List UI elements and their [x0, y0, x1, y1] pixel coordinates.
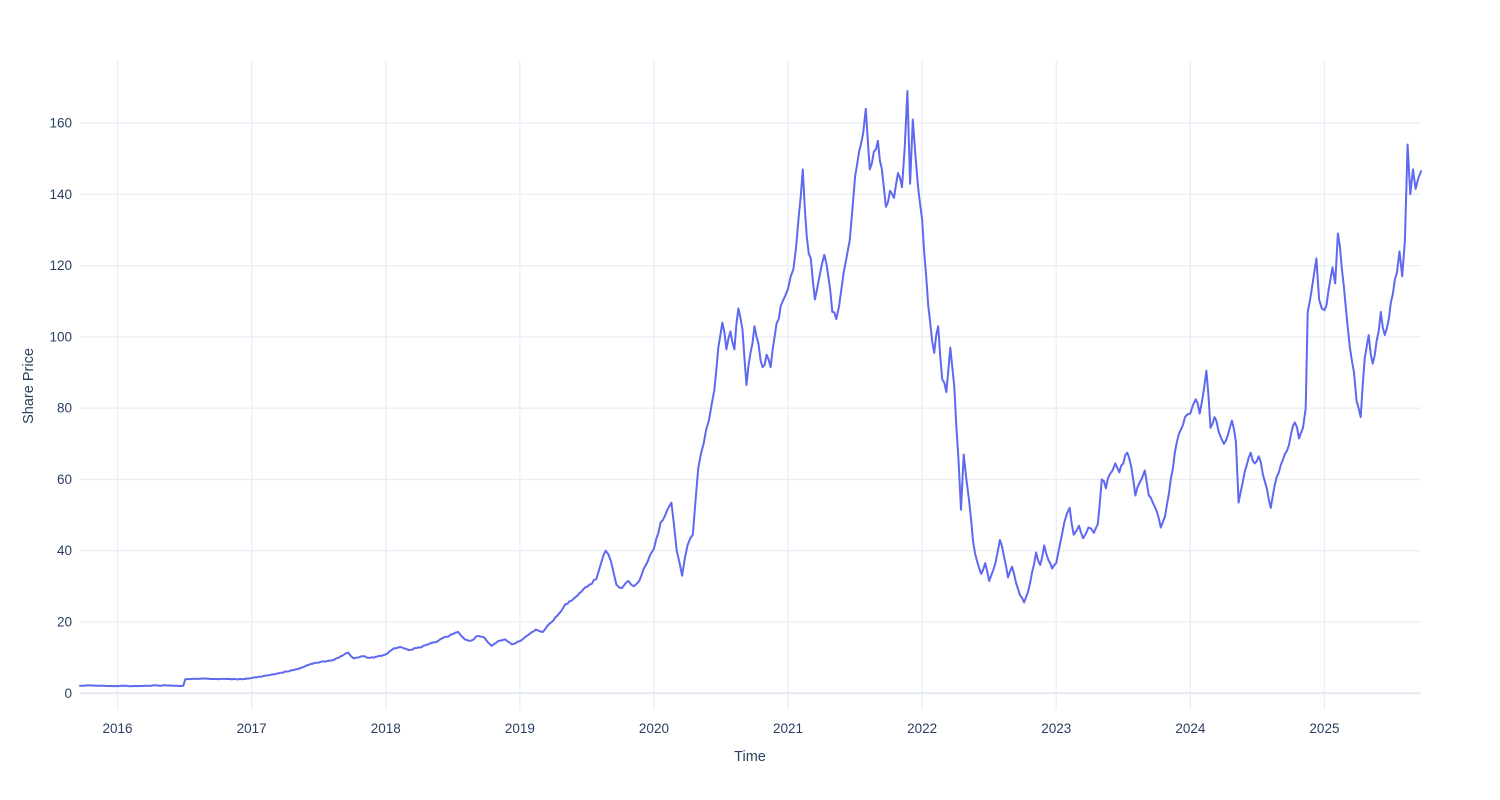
- y-tick-label: 20: [57, 614, 72, 629]
- x-tick-label: 2018: [371, 721, 401, 736]
- x-tick-label: 2016: [103, 721, 133, 736]
- y-axis-tick-labels: 0 20 40 60 80 100 120 140 160: [49, 116, 72, 701]
- share-price-line: [79, 90, 1422, 688]
- x-tick-label: 2017: [237, 721, 267, 736]
- y-tick-label: 60: [57, 472, 72, 487]
- x-axis-tick-labels: 2016 2017 2018 2019 2020 2021 2022 2023 2024 2025: [103, 721, 1340, 736]
- y-tick-label: 100: [49, 329, 72, 344]
- y-tick-label: 80: [57, 401, 72, 416]
- x-tick-label: 2023: [1041, 721, 1071, 736]
- y-tick-label: 140: [49, 187, 72, 202]
- price-line-layer: [79, 90, 1422, 688]
- y-tick-label: 120: [49, 258, 72, 273]
- x-tick-label: 2021: [773, 721, 803, 736]
- y-tick-label: 0: [64, 686, 72, 701]
- x-tick-label: 2024: [1175, 721, 1206, 736]
- x-tick-label: 2025: [1309, 721, 1339, 736]
- y-axis-title: Share Price: [21, 348, 37, 424]
- x-tick-label: 2020: [639, 721, 669, 736]
- x-tick-label: 2019: [505, 721, 535, 736]
- x-axis-title: Time: [734, 749, 766, 765]
- gridlines: [80, 60, 1421, 710]
- x-tick-label: 2022: [907, 721, 937, 736]
- y-tick-label: 160: [49, 116, 72, 131]
- y-tick-label: 40: [57, 543, 72, 558]
